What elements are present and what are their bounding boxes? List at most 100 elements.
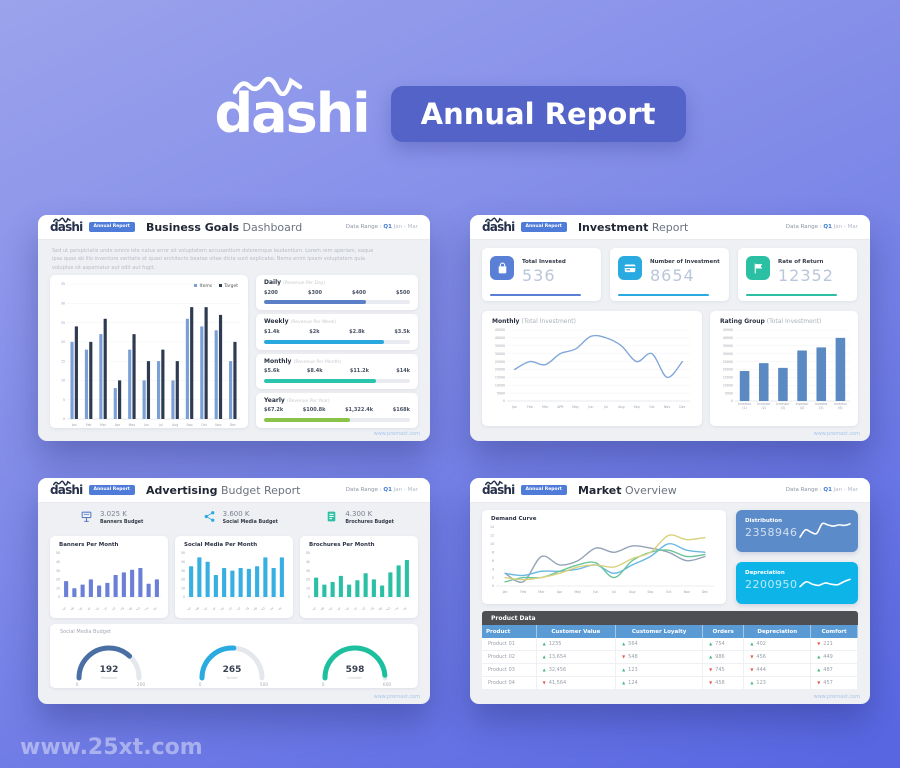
metric-cell: ▼ 457 [810, 676, 858, 690]
logo-squiggle-icon [53, 217, 71, 223]
chart-legend: Items Target [194, 284, 238, 289]
premast-watermark: www.premast.com [373, 694, 420, 700]
table-title: Product Data [482, 611, 858, 625]
svg-text:8: 8 [492, 550, 494, 554]
svg-text:Oct: Oct [666, 590, 672, 594]
panel-title: Investment Report [577, 220, 689, 234]
goal-row-monthly: Monthly (Revenue Per Month) $5.6k $8.4k $1… [256, 353, 418, 389]
svg-text:10: 10 [181, 586, 185, 590]
svg-text:Mar: Mar [327, 605, 334, 610]
svg-text:Feb: Feb [86, 423, 92, 427]
kpi-rate-of-return: Rate of Return 12352 [738, 248, 857, 301]
svg-text:Feb: Feb [194, 606, 201, 610]
svg-text:Sep: Sep [634, 405, 640, 409]
svg-text:Jan: Jan [310, 606, 317, 610]
svg-text:Sep: Sep [376, 606, 383, 610]
investment-kpi-row: Total Invested 536 Number of Investment … [482, 248, 857, 301]
svg-text:Investor: Investor [738, 402, 752, 406]
svg-text:Jan: Jan [185, 606, 192, 610]
monthly-investment-line-chart: 0 5000 10000 15000 20000 25000 30000 35000 40000… [486, 325, 702, 415]
svg-text:Apr: Apr [557, 590, 563, 594]
brochure-icon [328, 511, 336, 522]
svg-text:40: 40 [306, 560, 310, 564]
svg-text:(4): (4) [800, 406, 805, 410]
progress-bar [264, 300, 410, 305]
svg-text:Oct: Oct [201, 423, 207, 427]
product-name: Product 04 [482, 676, 537, 690]
svg-text:25: 25 [61, 321, 65, 325]
progress-bar [264, 418, 410, 422]
svg-text:May: May [218, 606, 225, 610]
trend-up-icon: ▲ [622, 680, 626, 685]
mini-dashi-logo: dashi [482, 480, 515, 496]
svg-text:LinkedIn: LinkedIn [347, 676, 362, 680]
trend-up-icon: ▲ [622, 641, 626, 646]
metric-cell: ▲ 564 [615, 638, 704, 651]
panel-title: Market Overview [577, 483, 677, 497]
svg-text:20: 20 [306, 578, 310, 582]
svg-text:20: 20 [61, 340, 65, 344]
metric-cell: ▲ 402 [743, 638, 812, 651]
kpi-social-media-budget: 3.600 K Social Media Budget [173, 510, 296, 525]
svg-text:50: 50 [56, 551, 60, 555]
kpi-banners-budget: 3.025 K Banners Budget [50, 510, 173, 525]
svg-text:May: May [574, 590, 581, 594]
gauge-facebook: 192 Facebook 0 200 [63, 636, 159, 692]
rating-group-chart-card: Rating Group (Total Investment) 0 5000 100… [710, 311, 858, 426]
product-name: Product 01 [482, 638, 537, 651]
svg-text:Investor: Investor [796, 402, 810, 406]
svg-text:Dec: Dec [230, 423, 236, 427]
svg-text:Jan: Jan [60, 606, 67, 610]
svg-text:Jul: Jul [611, 590, 616, 594]
svg-text:35: 35 [61, 282, 65, 286]
svg-text:2: 2 [492, 576, 494, 580]
goal-row-yearly: Yearly (Revenue Per Year) $67.2k $100.8k $… [256, 392, 418, 428]
svg-text:30000: 30000 [723, 352, 733, 356]
svg-text:25000: 25000 [723, 360, 733, 364]
trend-up-icon: ▲ [817, 654, 821, 659]
svg-text:45000: 45000 [495, 328, 505, 332]
svg-text:20: 20 [56, 578, 60, 582]
metric-cell: ▲ 13,654 [536, 650, 617, 664]
svg-text:Oct: Oct [135, 605, 142, 610]
svg-text:14: 14 [490, 525, 494, 529]
metric-cell: ▼ 444 [743, 663, 812, 677]
svg-text:Sep: Sep [251, 606, 258, 610]
kpi-brochures-budget: 4.300 K Brochures Budget [295, 510, 418, 525]
svg-text:(1): (1) [742, 406, 747, 410]
svg-text:35000: 35000 [723, 344, 733, 348]
svg-text:Nov: Nov [393, 606, 400, 610]
svg-text:40: 40 [181, 560, 185, 564]
svg-text:Jul: Jul [110, 606, 116, 610]
business-goals-content: Items Target 0 5 10 15 20 25 30 35 Jan Feb Mar Apr M… [50, 275, 418, 428]
svg-text:265: 265 [223, 665, 242, 675]
svg-text:Jul: Jul [158, 423, 163, 427]
demand-curve-line-chart: 0 2 4 6 8 10 12 14 Jan Feb Mar Apr May Jun Jul Aug Sep Oc… [486, 522, 726, 600]
kpi-value: 536 [522, 266, 556, 285]
svg-text:Aug: Aug [118, 606, 125, 610]
trend-down-icon: ▼ [817, 641, 821, 646]
metric-cell: ▲ 32,456 [536, 663, 617, 677]
svg-text:Feb: Feb [520, 590, 526, 594]
credit-card-icon [618, 256, 642, 280]
gauge-twitter: 265 Twitter 0 500 [186, 636, 282, 692]
svg-text:30: 30 [56, 569, 60, 573]
svg-text:Feb: Feb [527, 405, 533, 409]
investment-charts: Monthly (Total Investment) 0 5000 10000 150… [482, 311, 858, 426]
mini-annual-report-badge: Annual Report [88, 222, 135, 232]
metric-cell: ▼ 458 [702, 676, 745, 690]
premast-watermark: www.premast.com [373, 431, 420, 437]
hero-header: dashi Annual Report [0, 76, 900, 142]
svg-text:0: 0 [63, 417, 65, 421]
table-row: Product 03 ▲ 32,456 ▲ 123 ▼ 745 ▼ 444 ▲ 487 [482, 663, 858, 677]
svg-text:12: 12 [490, 534, 494, 538]
progress-fill [264, 339, 384, 344]
svg-text:20000: 20000 [495, 368, 505, 372]
monthly-investment-chart-card: Monthly (Total Investment) 0 5000 10000 150… [482, 311, 702, 426]
svg-text:Nov: Nov [268, 606, 275, 610]
svg-text:4: 4 [492, 567, 494, 571]
svg-text:Nov: Nov [215, 423, 221, 427]
svg-text:10: 10 [306, 586, 310, 590]
svg-text:Nov: Nov [684, 590, 690, 594]
table-header-row: Product Customer Value Customer Loyalty … [482, 625, 858, 638]
